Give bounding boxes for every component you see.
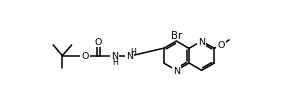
Text: Br: Br — [171, 31, 182, 41]
Text: H: H — [130, 47, 136, 56]
Text: O: O — [217, 41, 225, 50]
Text: N: N — [198, 37, 205, 46]
Text: N: N — [111, 52, 118, 61]
Text: N: N — [173, 66, 180, 75]
Text: N: N — [126, 52, 133, 61]
Text: O: O — [81, 52, 88, 61]
Text: H: H — [113, 57, 118, 66]
Text: O: O — [95, 38, 102, 47]
